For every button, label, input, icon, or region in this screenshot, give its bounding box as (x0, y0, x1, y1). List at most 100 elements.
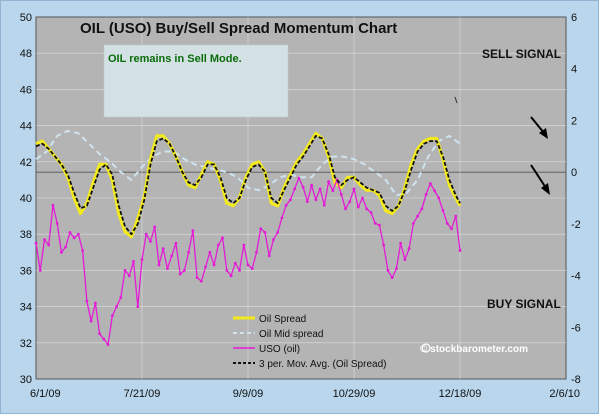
annotation-box (103, 44, 289, 118)
uso-point (305, 200, 309, 204)
watermark-text: © stockbarometer.com (420, 344, 528, 355)
uso-point (43, 238, 46, 242)
right-tick-label: -8 (571, 374, 581, 386)
series-layer (34, 129, 462, 347)
uso-point (191, 229, 195, 232)
left-axis: 30 32 34 36 38 40 42 44 46 48 50 (20, 12, 32, 386)
uso-point (47, 243, 51, 247)
uso-point (34, 241, 38, 245)
uso-point (98, 332, 101, 336)
uso-point (348, 200, 352, 204)
x-tick-label: 7/21/09 (124, 388, 161, 400)
uso-point (51, 203, 55, 207)
uso-point (199, 279, 203, 283)
series-line (35, 129, 461, 197)
left-tick-label: 44 (20, 121, 32, 133)
trend-arrow-top (530, 116, 548, 139)
uso-point (259, 227, 263, 231)
copyright-icon (421, 343, 431, 353)
uso-point (64, 245, 68, 249)
uso-point (331, 189, 335, 193)
sell-signal-label: SELL SIGNAL (482, 47, 561, 61)
uso-point (458, 249, 462, 252)
annotation-text: OIL remains in Sell Mode. (108, 53, 242, 65)
uso-point (115, 305, 118, 308)
uso-point (238, 269, 241, 272)
chart-title: OIL (USO) Buy/Sell Spread Momentum Chart (80, 20, 397, 37)
uso-point (407, 247, 411, 251)
uso-point (38, 269, 42, 272)
uso-point (327, 180, 330, 184)
left-tick-label: 32 (20, 338, 32, 350)
uso-point (216, 243, 220, 247)
grid-lines (36, 17, 566, 379)
uso-point (297, 176, 301, 180)
uso-point (272, 238, 275, 242)
uso-point (149, 240, 152, 243)
uso-point (72, 236, 76, 240)
uso-point (212, 263, 216, 267)
uso-point (263, 230, 267, 234)
trend-arrow-bottom (530, 164, 550, 195)
left-tick-label: 42 (20, 157, 32, 169)
uso-point (119, 296, 123, 299)
left-tick-label: 46 (20, 84, 32, 96)
uso-point (424, 192, 428, 196)
small-tick-mark (454, 96, 458, 104)
uso-point (318, 187, 322, 191)
legend-label: USO (oil) (259, 344, 300, 355)
uso-point (267, 254, 271, 258)
uso-point (170, 254, 174, 258)
uso-point (204, 265, 208, 269)
uso-point (136, 305, 140, 308)
uso-point (229, 274, 233, 278)
uso-point (55, 221, 59, 225)
left-tick-label: 36 (20, 265, 32, 277)
uso-point (301, 185, 305, 189)
uso-point (420, 207, 424, 211)
left-tick-label: 30 (20, 374, 32, 386)
uso-point (195, 276, 199, 280)
uso-point (322, 203, 326, 207)
uso-point (174, 241, 178, 245)
uso-point (369, 211, 373, 214)
left-tick-label: 40 (20, 193, 32, 205)
uso-point (289, 198, 292, 202)
uso-point (450, 227, 453, 231)
left-tick-label: 48 (20, 48, 32, 60)
uso-point (399, 241, 403, 245)
uso-point (110, 314, 114, 318)
legend-label: Oil Spread (259, 314, 306, 325)
x-tick-label: 12/18/09 (439, 388, 482, 400)
uso-point (161, 247, 165, 251)
uso-point (166, 267, 169, 270)
uso-point (280, 216, 284, 220)
uso-point (255, 250, 258, 254)
uso-point (93, 301, 97, 305)
uso-point (81, 249, 85, 252)
left-tick-label: 34 (20, 302, 32, 314)
uso-point (411, 221, 415, 225)
uso-point (382, 243, 386, 247)
uso-point (153, 225, 157, 229)
uso-point (208, 250, 212, 254)
legend: Oil Spread Oil Mid spread USO (oil) 3 per. … (233, 314, 386, 370)
uso-point (221, 236, 224, 240)
uso-point (293, 187, 297, 191)
uso-point (132, 259, 135, 263)
uso-point (454, 214, 458, 218)
x-tick-label: 10/29/09 (333, 388, 376, 400)
uso-point (233, 261, 237, 265)
uso-point (373, 221, 377, 225)
uso-point (157, 263, 161, 267)
uso-point (102, 337, 106, 341)
buy-signal-label: BUY SIGNAL (487, 297, 561, 311)
uso-point (276, 230, 280, 234)
uso-point (246, 263, 250, 267)
uso-point (127, 274, 131, 278)
uso-point (344, 207, 347, 211)
uso-point (77, 232, 80, 236)
uso-point (123, 269, 127, 272)
uso-point (314, 198, 318, 202)
uso-point (378, 223, 381, 227)
